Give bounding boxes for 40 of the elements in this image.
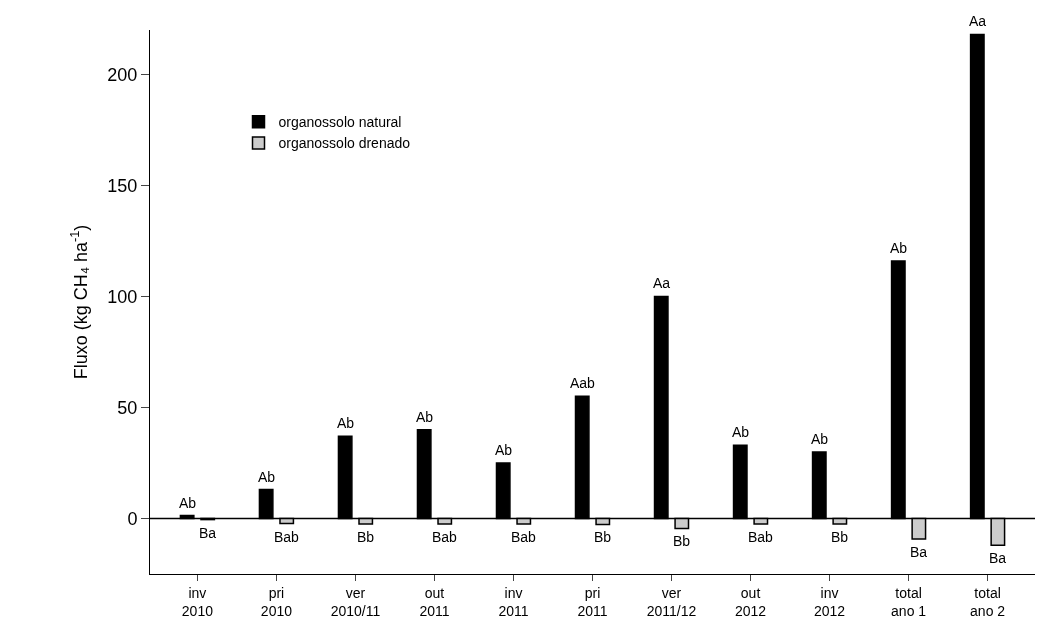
y-tick-label: 150 [107,175,138,196]
data-label: Ab [732,424,750,440]
x-tick-label: inv 2010 [181,584,214,619]
x-tick-label: pri 2010 [260,584,293,619]
data-label: Bb [594,529,612,545]
x-tick-label: total ano 2 [970,584,1006,619]
x-tick-label: ver 2011/12 [646,584,697,619]
data-label: Ba [989,550,1007,566]
data-label: Aab [570,375,596,391]
data-label: Ab [890,240,908,256]
x-tick-label: ver 2010/11 [330,584,381,619]
data-label: Aa [653,275,671,291]
x-tick-label: out 2012 [734,584,767,619]
x-tick-label: out 2011 [419,584,450,619]
legend-label: organossolo drenado [278,135,411,152]
legend-label: organossolo natural [278,114,402,131]
data-label: Bab [748,529,774,545]
data-label: Ab [495,442,513,458]
data-label: Ab [416,409,434,425]
data-label: Ab [337,415,355,431]
y-tick-label: 200 [107,64,138,85]
x-tick-label: inv 2011 [498,584,529,619]
y-tick-label: 100 [107,286,138,307]
y-tick-label: 0 [127,508,138,529]
x-tick-label: pri 2011 [577,584,608,619]
data-label: Ab [258,469,276,485]
x-tick-label: inv 2012 [813,584,846,619]
x-tick-label: total ano 1 [891,584,927,619]
data-label: Bab [432,529,458,545]
data-label: Bb [357,529,375,545]
data-label: Bab [274,529,300,545]
data-label: Ab [811,431,829,447]
y-tick-label: 50 [117,397,138,418]
data-label: Bab [511,529,537,545]
data-label: Ab [179,495,197,511]
data-label: Bb [673,533,691,549]
data-label: Ba [910,544,928,560]
data-label: Ba [199,525,217,541]
data-label: Aa [969,13,987,29]
data-label: Bb [831,529,849,545]
